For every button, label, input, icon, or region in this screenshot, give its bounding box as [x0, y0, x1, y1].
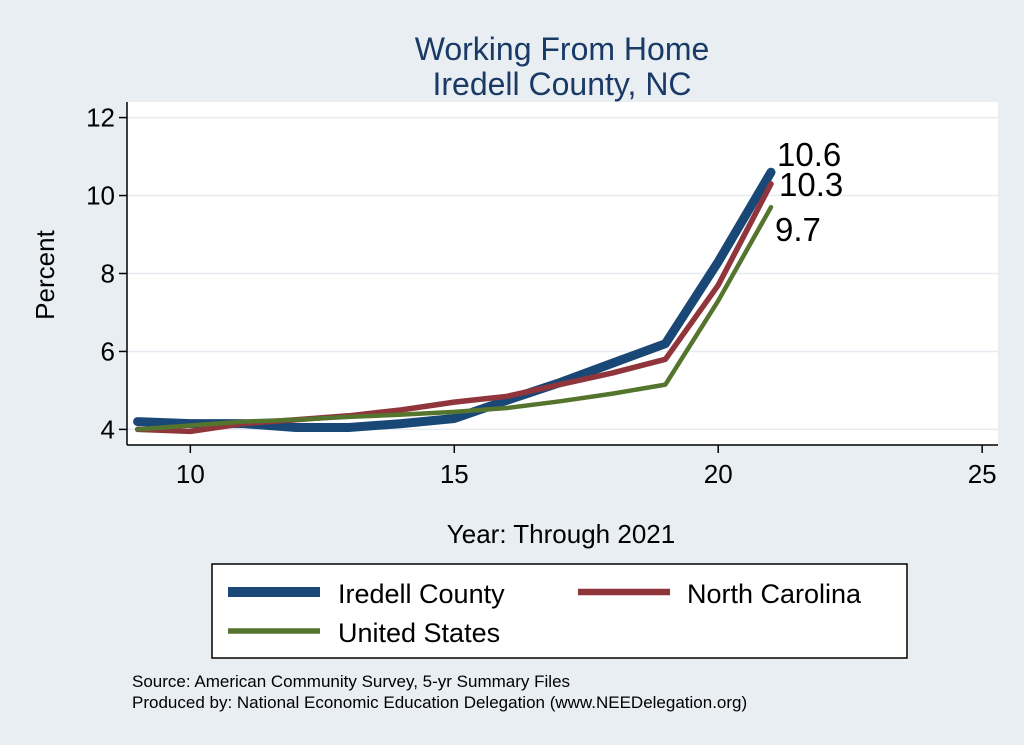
source-note: Source: American Community Survey, 5-yr … — [132, 672, 570, 691]
y-tick-label: 12 — [86, 103, 115, 133]
y-tick-label: 10 — [86, 181, 115, 211]
y-tick-label: 4 — [101, 414, 115, 444]
end-label-united-states: 9.7 — [775, 211, 821, 248]
axes: 4 6 8 10 12 10 15 20 25 — [86, 102, 998, 489]
chart-title: Working From Home — [415, 31, 710, 67]
series-line-united-states — [135, 204, 774, 432]
legend-label-north-carolina: North Carolina — [687, 579, 862, 609]
y-tick-label: 6 — [101, 336, 115, 366]
legend-box — [211, 563, 908, 659]
y-tick-label: 8 — [101, 259, 115, 289]
x-tick-label: 15 — [440, 459, 469, 489]
end-label-north-carolina: 10.3 — [779, 166, 843, 203]
end-label-iredell-county: 10.6 — [777, 136, 841, 173]
x-tick-label: 25 — [968, 459, 997, 489]
legend: Iredell County North Carolina United Sta… — [211, 563, 908, 659]
legend-label-united-states: United States — [338, 618, 500, 648]
producer-note: Produced by: National Economic Education… — [132, 693, 747, 712]
chart-subtitle: Iredell County, NC — [432, 66, 691, 102]
series-layer — [133, 167, 776, 435]
legend-label-iredell-county: Iredell County — [338, 579, 505, 609]
y-axis-title: Percent — [30, 229, 60, 319]
x-axis-title: Year: Through 2021 — [447, 519, 675, 549]
x-tick-label: 10 — [176, 459, 205, 489]
end-labels: 10.610.3 9.7 — [775, 136, 843, 248]
x-tick-label: 20 — [704, 459, 733, 489]
